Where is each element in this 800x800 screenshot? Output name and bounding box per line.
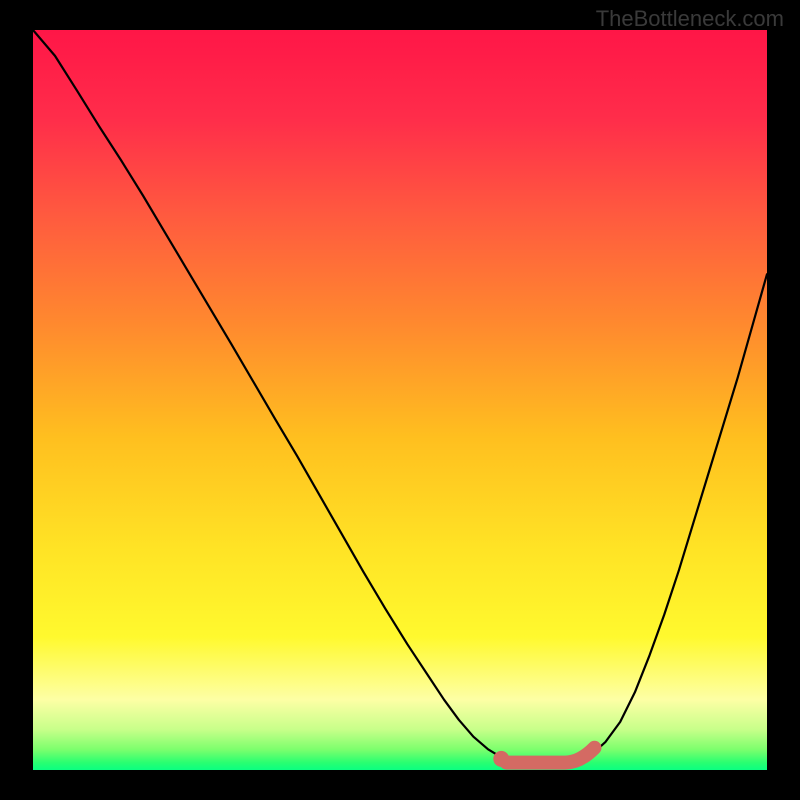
- bottleneck-curve: [33, 30, 767, 766]
- watermark-text: TheBottleneck.com: [596, 6, 784, 32]
- plot-overlay-svg: [33, 30, 767, 770]
- chart-stage: TheBottleneck.com: [0, 0, 800, 800]
- plot-area: [33, 30, 767, 770]
- optimal-range-highlight: [506, 748, 594, 763]
- optimal-point-marker: [493, 751, 509, 767]
